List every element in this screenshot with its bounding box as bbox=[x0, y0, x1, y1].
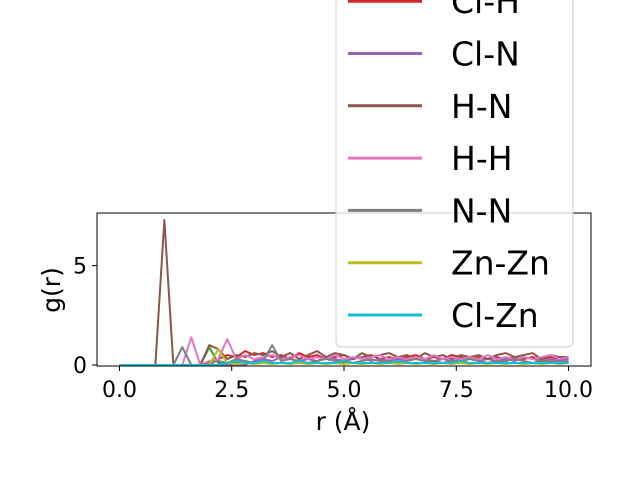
legend-label: N-N bbox=[451, 191, 512, 230]
legend-label: Cl-H bbox=[451, 0, 520, 21]
y-tick-label: 0 bbox=[73, 354, 87, 379]
x-axis-label: r (Å) bbox=[316, 407, 371, 436]
y-tick-label: 5 bbox=[73, 255, 87, 280]
series-line bbox=[119, 360, 569, 367]
legend-label: Cl-N bbox=[451, 35, 520, 74]
legend-label: H-N bbox=[451, 87, 512, 126]
x-tick-label: 7.5 bbox=[439, 378, 474, 403]
legend-label: Cl-Zn bbox=[451, 296, 539, 335]
x-tick-label: 2.5 bbox=[214, 378, 249, 403]
x-tick-label: 10.0 bbox=[544, 378, 593, 403]
x-tick-label: 5.0 bbox=[327, 378, 362, 403]
x-tick-label: 0.0 bbox=[102, 378, 137, 403]
series-line bbox=[119, 336, 569, 367]
y-axis-label: g(r) bbox=[37, 267, 66, 313]
legend-box bbox=[335, 0, 574, 348]
legend-label: H-H bbox=[451, 139, 513, 178]
legend-label: Zn-Zn bbox=[451, 244, 550, 283]
